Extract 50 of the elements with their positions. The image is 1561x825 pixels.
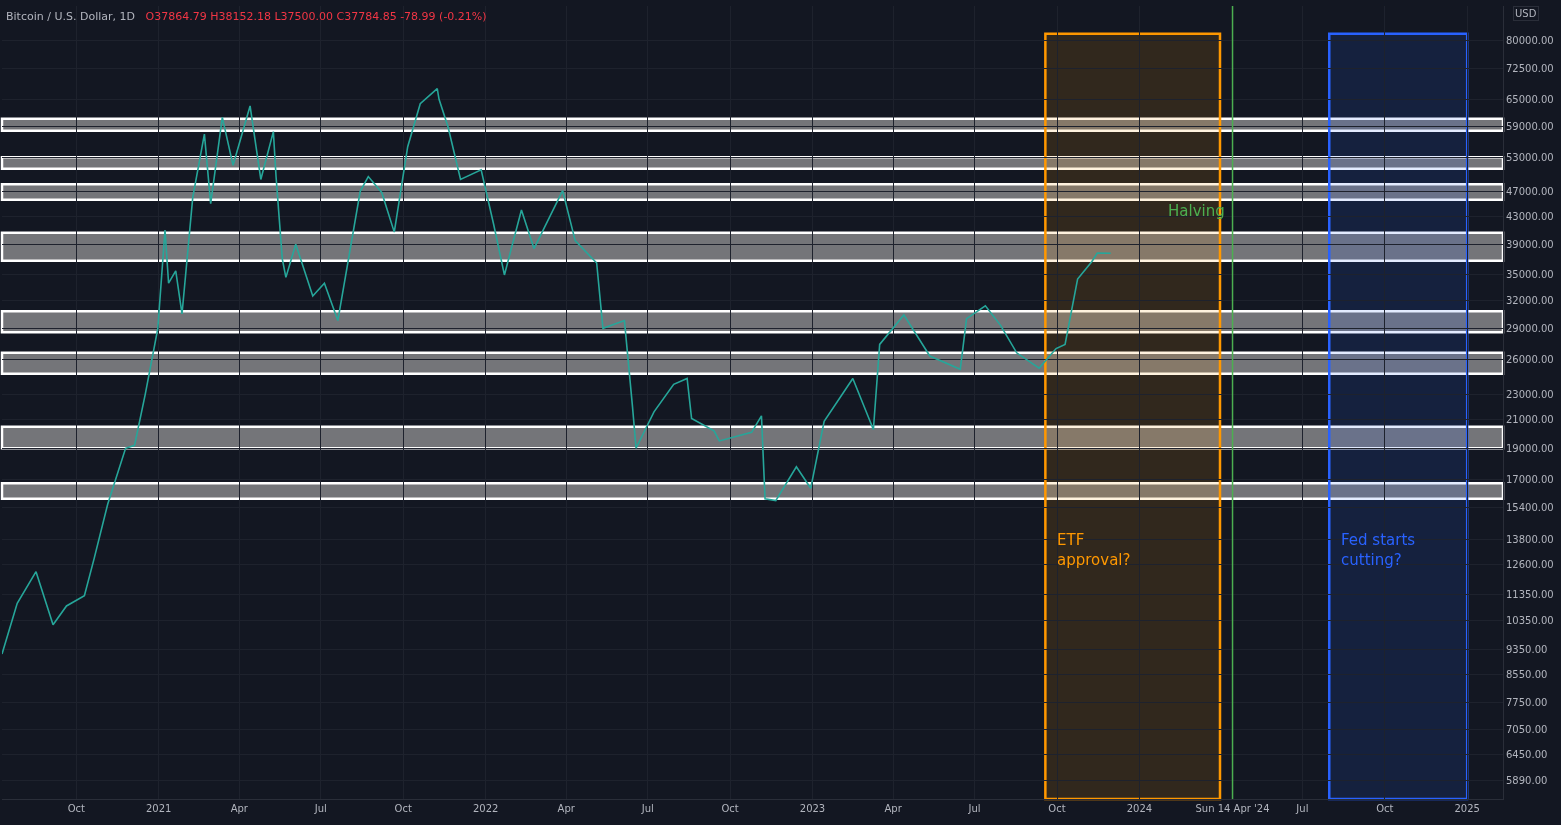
x-tick-label: Jul [313, 803, 327, 814]
y-tick-label: 29000.00 [1506, 322, 1554, 334]
x-tick-label: Apr [557, 803, 576, 814]
x-tick-label: Apr [230, 803, 249, 814]
y-axis-title: USD [1515, 8, 1537, 19]
band-label: ETF approval? [1057, 531, 1131, 569]
y-tick-label: 35000.00 [1506, 269, 1554, 281]
y-tick-label: 47000.00 [1506, 185, 1554, 197]
x-tick-label: Oct [721, 803, 739, 814]
x-tick-label: Oct [67, 803, 86, 814]
x-tick-label: Oct [394, 803, 412, 814]
chart-title: Bitcoin / U.S. Dollar, 1D [6, 10, 135, 23]
x-tick-label: Oct [1048, 803, 1066, 814]
y-tick-label: 39000.00 [1506, 238, 1554, 250]
x-tick-label: Oct [1376, 803, 1394, 814]
y-tick-label: 21000.00 [1506, 414, 1554, 426]
y-tick-label: 53000.00 [1506, 151, 1554, 163]
y-tick-label: 59000.00 [1506, 121, 1554, 133]
y-tick-label: 17000.00 [1506, 474, 1554, 486]
x-tick-label: 2021 [146, 803, 172, 814]
band-label: Fed starts cutting? [1341, 531, 1416, 569]
x-tick-label: Apr [884, 803, 903, 814]
y-tick-label: 11350.00 [1506, 588, 1554, 600]
x-tick-label: 2023 [799, 803, 826, 814]
y-tick-label: 32000.00 [1506, 294, 1554, 306]
y-tick-label: 19000.00 [1506, 442, 1554, 454]
y-tick-label: 9350.00 [1506, 643, 1548, 655]
y-tick-label: 72500.00 [1506, 62, 1554, 74]
x-tick-label: 2024 [1126, 803, 1153, 814]
y-tick-label: 6450.00 [1506, 749, 1548, 761]
y-tick-label: 12600.00 [1506, 559, 1554, 571]
y-tick-label: 23000.00 [1506, 388, 1554, 400]
x-tick-label: Sun 14 Apr '24 [1195, 803, 1270, 814]
chart-subtitle: O37864.79 H38152.18 L37500.00 C37784.85 -78.99 (-0.21%) [145, 10, 487, 23]
y-tick-label: 15400.00 [1506, 502, 1554, 514]
y-tick-label: 7050.00 [1506, 724, 1548, 736]
x-tick-label: Jul [1295, 803, 1309, 814]
x-tick-label: 2025 [1454, 803, 1480, 814]
y-tick-label: 43000.00 [1506, 211, 1554, 223]
y-tick-label: 80000.00 [1506, 34, 1554, 46]
y-tick-label: 26000.00 [1506, 353, 1554, 365]
y-tick-label: 8550.00 [1506, 669, 1548, 681]
y-tick-label: 10350.00 [1506, 615, 1554, 627]
y-tick-label: 65000.00 [1506, 93, 1554, 105]
x-tick-label: Jul [640, 803, 654, 814]
y-tick-label: 5890.00 [1506, 775, 1548, 787]
y-tick-label: 7750.00 [1506, 697, 1548, 709]
x-tick-label: Jul [967, 803, 981, 814]
y-tick-label: 13800.00 [1506, 533, 1554, 545]
x-tick-label: 2022 [472, 803, 499, 814]
